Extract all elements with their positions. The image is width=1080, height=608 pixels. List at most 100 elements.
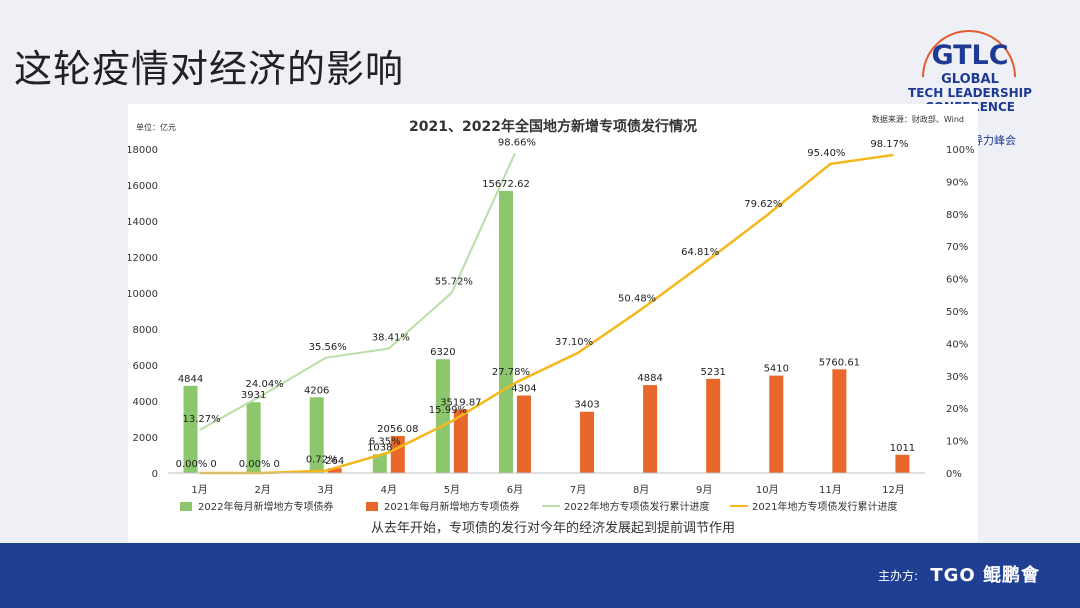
line-2021-value-label: 0.00% [176, 459, 208, 470]
y-tick-label: 12000 [128, 253, 158, 264]
line-2022-value-label: 35.56% [309, 342, 347, 353]
x-tick-label: 3月 [318, 484, 334, 496]
bar-2021-value-label: 3403 [574, 400, 599, 411]
line-2022 [199, 152, 516, 431]
x-tick-label: 10月 [756, 484, 779, 496]
logo-gtlc-text: GTLC [931, 40, 1009, 71]
y2-tick-label: 60% [946, 275, 968, 286]
bar-2022-value-label: 1038 [367, 442, 392, 453]
bar-2022 [372, 454, 387, 473]
y-tick-label: 2000 [133, 433, 158, 444]
bar-2021 [327, 468, 342, 473]
line-2022-value-label: 13.27% [182, 414, 220, 425]
y2-tick-label: 40% [946, 339, 968, 350]
chart-svg: 4844 3931 4206 1038 6320 15672.62 0 0 264 2056.08… [128, 114, 975, 536]
footer-bar: 主办方: TGO 鲲鹏會 [0, 543, 1080, 608]
y-tick-label: 6000 [133, 361, 158, 372]
line-2021-value-label: 15.99% [429, 405, 467, 416]
bar-2021-value-label: 3519.87 [440, 398, 481, 409]
line-2021-value-label: 95.40% [807, 148, 845, 159]
legend-label: 2022年地方专项债发行累计进度 [564, 500, 709, 513]
footer-brand: TGO 鲲鹏會 [930, 565, 1040, 586]
bar-2021 [769, 375, 784, 473]
bar-2022 [246, 402, 261, 473]
bar-2021-value-label: 5760.61 [819, 357, 860, 368]
legend-label: 2021年每月新增地方专项债券 [384, 500, 519, 513]
y2-tick-label: 80% [946, 210, 968, 221]
y-tick-label: 10000 [128, 289, 158, 300]
logo-line-2: TECH LEADERSHIP [908, 86, 1032, 100]
line-2022-value-label: 24.04% [246, 379, 284, 390]
y-tick-label: 0 [152, 469, 158, 480]
line-2021-value-label: 79.62% [744, 199, 782, 210]
line-2022-value-label: 98.66% [498, 137, 536, 148]
y2-tick-label: 20% [946, 404, 968, 415]
bar-2021-value-label: 0 [273, 459, 279, 470]
line-2021-value-label: 64.81% [681, 247, 719, 258]
slide-title: 这轮疫情对经济的影响 [14, 47, 405, 91]
x-tick-label: 12月 [882, 484, 905, 496]
chart-caption: 从去年开始，专项债的发行对今年的经济发展起到提前调节作用 [371, 520, 735, 536]
x-tick-label: 11月 [819, 484, 842, 496]
x-tick-label: 2月 [254, 484, 270, 496]
bar-2021 [706, 378, 721, 473]
line-2021-value-label: 6.35% [369, 436, 401, 447]
bar-2021-value-label: 1011 [890, 443, 915, 454]
source-label: 数据来源：财政部、Wind [872, 114, 964, 124]
y2-tick-label: 50% [946, 307, 968, 318]
line-2021-value-label: 98.17% [870, 139, 908, 150]
y-tick-label: 16000 [128, 181, 158, 192]
bar-2021-value-label: 0 [210, 459, 216, 470]
bar-2021-value-label: 5410 [764, 364, 789, 375]
bar-2022-value-label: 6320 [430, 347, 455, 358]
legend-swatch [180, 502, 192, 511]
line-2021-value-label: 0.72% [306, 455, 338, 466]
bar-2021-value-label: 2056.08 [377, 424, 418, 435]
y-tick-label: 4000 [133, 397, 158, 408]
line-2021-value-label: 37.10% [555, 337, 593, 348]
bar-2021-value-label: 4884 [637, 373, 662, 384]
line-2022-value-label: 55.72% [435, 276, 473, 287]
x-tick-label: 8月 [633, 484, 649, 496]
bar-2022 [435, 359, 450, 473]
y2-tick-label: 10% [946, 437, 968, 448]
x-tick-label: 9月 [696, 484, 712, 496]
y-tick-label: 8000 [133, 325, 158, 336]
unit-label: 单位：亿元 [136, 122, 176, 132]
chart-card: 4844 3931 4206 1038 6320 15672.62 0 0 264 2056.08… [128, 104, 978, 542]
bar-2021-value-label: 4304 [511, 384, 536, 395]
bar-2022-value-label: 3931 [241, 390, 266, 401]
bar-2021-value-label: 264 [325, 456, 344, 467]
bar-2022-value-label: 15672.62 [482, 179, 530, 190]
footer-label: 主办方: [877, 569, 918, 583]
line-2022-value-label: 38.41% [372, 333, 410, 344]
x-tick-label: 7月 [570, 484, 586, 496]
x-tick-label: 5月 [444, 484, 460, 496]
bar-2022-value-label: 4844 [178, 374, 203, 385]
line-2021-value-label: 27.78% [492, 367, 530, 378]
x-tick-label: 1月 [191, 484, 207, 496]
logo-line-1: GLOBAL [941, 72, 999, 87]
y2-tick-label: 70% [946, 242, 968, 253]
legend-swatch [366, 502, 378, 511]
y2-tick-label: 30% [946, 372, 968, 383]
line-2021-value-label: 0.00% [239, 459, 271, 470]
y2-tick-label: 100% [946, 145, 975, 156]
chart-title: 2021、2022年全国地方新增专项债发行情况 [409, 118, 697, 135]
y-tick-label: 14000 [128, 217, 158, 228]
bar-2021 [895, 454, 910, 473]
y2-tick-label: 0% [946, 469, 962, 480]
bar-2021 [516, 395, 531, 473]
y-tick-label: 18000 [128, 145, 158, 156]
legend-label: 2022年每月新增地方专项债券 [198, 500, 333, 513]
logo-subtitle: 导力峰会 [972, 134, 1016, 147]
y2-tick-label: 90% [946, 177, 968, 188]
bar-2022 [498, 190, 513, 474]
bar-2022-value-label: 4206 [304, 385, 329, 396]
bar-2021 [832, 369, 847, 473]
line-2021-value-label: 50.48% [618, 293, 656, 304]
bar-2021 [453, 409, 468, 473]
line-2021 [199, 153, 894, 475]
bar-2021 [580, 411, 595, 473]
bar-2022 [309, 397, 324, 473]
